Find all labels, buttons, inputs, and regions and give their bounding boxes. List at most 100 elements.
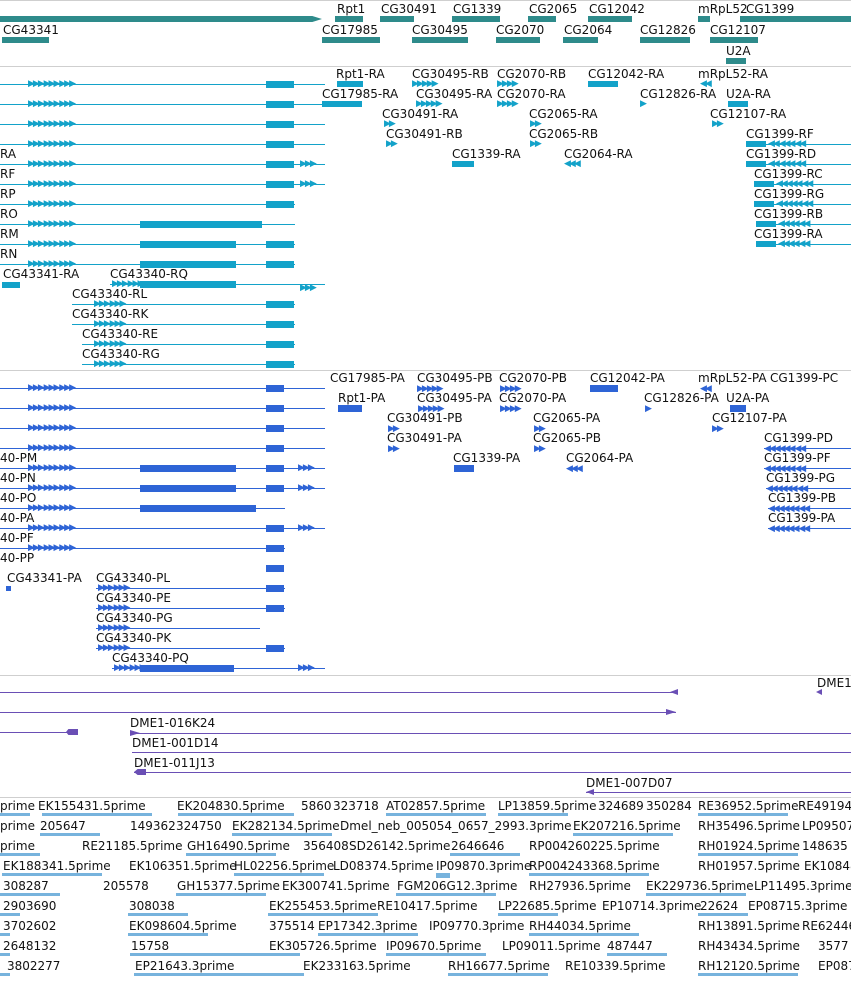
- est-label[interactable]: RH12120.5prime: [698, 959, 800, 973]
- est-feature[interactable]: [698, 973, 798, 976]
- est-label[interactable]: 375514: [269, 919, 315, 933]
- est-label[interactable]: EK300741.5prime: [282, 879, 390, 893]
- est-label[interactable]: 15758: [131, 939, 170, 953]
- gene-label[interactable]: mRpL52: [698, 2, 748, 16]
- est-label[interactable]: LP13859.5prime: [498, 799, 597, 813]
- est-label[interactable]: 350284: [646, 799, 692, 813]
- gene-label[interactable]: CG12826: [640, 23, 696, 37]
- gene-feature[interactable]: [412, 37, 468, 43]
- est-label[interactable]: RH44034.5prime: [529, 919, 631, 933]
- cds-block[interactable]: [266, 605, 284, 612]
- cds-block[interactable]: [266, 425, 284, 432]
- est-label[interactable]: RH13891.5prime: [698, 919, 800, 933]
- exon-block[interactable]: [266, 121, 294, 128]
- est-label[interactable]: IP09770.3prime: [429, 919, 525, 933]
- est-feature[interactable]: [0, 853, 40, 856]
- exon-block[interactable]: [266, 161, 294, 168]
- transcript-label[interactable]: CG1399-RB: [754, 207, 824, 221]
- gene-feature[interactable]: [496, 37, 540, 43]
- est-feature[interactable]: [386, 813, 486, 816]
- transcript-label[interactable]: CG43340-RK: [72, 307, 149, 321]
- est-feature[interactable]: [436, 873, 450, 878]
- est-feature[interactable]: [646, 893, 746, 896]
- est-label[interactable]: RE36952.5prime: [698, 799, 799, 813]
- exon-block[interactable]: [746, 161, 766, 167]
- gene-label[interactable]: CG17985: [322, 23, 378, 37]
- est-label[interactable]: 308038: [129, 899, 175, 913]
- est-label[interactable]: EK305726.5prime: [269, 939, 377, 953]
- est-label[interactable]: 3702602: [3, 919, 57, 933]
- est-label[interactable]: EP17342.3prime: [318, 919, 418, 933]
- protein-label[interactable]: CG43340-PK: [96, 631, 172, 645]
- est-feature[interactable]: [318, 933, 418, 936]
- est-label[interactable]: 205647: [40, 819, 86, 833]
- protein-label[interactable]: CG43340-PG: [96, 611, 173, 625]
- est-feature[interactable]: [529, 873, 649, 876]
- est-feature[interactable]: [498, 913, 558, 916]
- gene-label[interactable]: U2A: [726, 44, 751, 58]
- est-label[interactable]: 356408: [303, 839, 349, 853]
- protein-label[interactable]: CG1399-PD: [764, 431, 834, 445]
- est-label[interactable]: AT02857.5prime: [386, 799, 486, 813]
- est-feature[interactable]: [498, 813, 568, 816]
- protein-label[interactable]: CG2064-PA: [566, 451, 634, 465]
- clone-label[interactable]: DME1-011J13: [134, 756, 215, 770]
- clone-end[interactable]: [586, 789, 594, 795]
- est-label[interactable]: FGM206G12.3prime: [397, 879, 518, 893]
- clone-label[interactable]: DME1-007D07: [586, 776, 673, 790]
- est-feature[interactable]: [0, 973, 10, 976]
- cds-block[interactable]: [266, 645, 284, 652]
- est-label[interactable]: EP21643.3prime: [135, 959, 235, 973]
- exon-block[interactable]: [266, 181, 294, 188]
- transcript-label[interactable]: CG1399-RA: [754, 227, 823, 241]
- exon-block[interactable]: [337, 81, 363, 87]
- est-label[interactable]: EK229736.5prime: [646, 879, 754, 893]
- est-feature[interactable]: [178, 813, 294, 816]
- transcript-label[interactable]: CG2070-RA: [497, 87, 566, 101]
- clone-end[interactable]: [66, 729, 78, 735]
- cds-block[interactable]: [590, 385, 618, 392]
- transcript-label[interactable]: CG2065-RB: [529, 127, 599, 141]
- gene-label[interactable]: CG1339: [453, 2, 502, 16]
- cds-block[interactable]: [266, 545, 284, 552]
- est-label[interactable]: RP004243368.5prime: [529, 859, 660, 873]
- gene-label[interactable]: CG2065: [529, 2, 578, 16]
- gene-feature[interactable]: [322, 37, 380, 43]
- gene-label[interactable]: CG30491: [381, 2, 437, 16]
- cds-block[interactable]: [266, 485, 284, 492]
- exon-block[interactable]: [322, 101, 362, 107]
- est-label[interactable]: 2646646: [451, 839, 505, 853]
- est-label[interactable]: RH35496.5prime: [698, 819, 800, 833]
- transcript-label[interactable]: Rpt1-RA: [336, 67, 385, 81]
- protein-label[interactable]: CG1399-PA: [768, 511, 836, 525]
- est-label[interactable]: EK106351.5prime: [129, 859, 237, 873]
- exon-block[interactable]: [266, 301, 294, 308]
- protein-label[interactable]: CG43340-PL: [96, 571, 171, 585]
- est-label[interactable]: 323718: [333, 799, 379, 813]
- cds-block[interactable]: [266, 405, 284, 412]
- protein-label[interactable]: CG2070-PA: [499, 391, 567, 405]
- transcript-label[interactable]: CG17985-RA: [322, 87, 399, 101]
- est-label[interactable]: LP22685.5prime: [498, 899, 597, 913]
- est-feature[interactable]: [130, 953, 300, 956]
- est-label[interactable]: 22624: [700, 899, 739, 913]
- transcript-label[interactable]: RA: [0, 147, 17, 161]
- protein-label[interactable]: 40-PM: [0, 451, 38, 465]
- protein-label[interactable]: CG30491-PB: [387, 411, 463, 425]
- transcript-label[interactable]: CG30495-RB: [412, 67, 489, 81]
- est-label[interactable]: 308287: [3, 879, 49, 893]
- est-label[interactable]: 324689: [598, 799, 644, 813]
- est-feature[interactable]: [0, 813, 30, 816]
- protein-label[interactable]: 40-PA: [0, 511, 35, 525]
- protein-label[interactable]: CG30495-PA: [417, 391, 492, 405]
- exon-block[interactable]: [266, 81, 294, 88]
- transcript-label[interactable]: CG43340-RL: [72, 287, 148, 301]
- est-label[interactable]: GH16490.5prime: [187, 839, 290, 853]
- exon-block[interactable]: [746, 141, 766, 147]
- transcript-label[interactable]: CG2070-RB: [497, 67, 567, 81]
- est-label[interactable]: LP09011.5prime: [502, 939, 601, 953]
- clone-label[interactable]: DME1: [817, 676, 851, 690]
- est-feature[interactable]: [396, 893, 496, 896]
- exon-block[interactable]: [140, 281, 236, 288]
- exon-block[interactable]: [756, 221, 776, 227]
